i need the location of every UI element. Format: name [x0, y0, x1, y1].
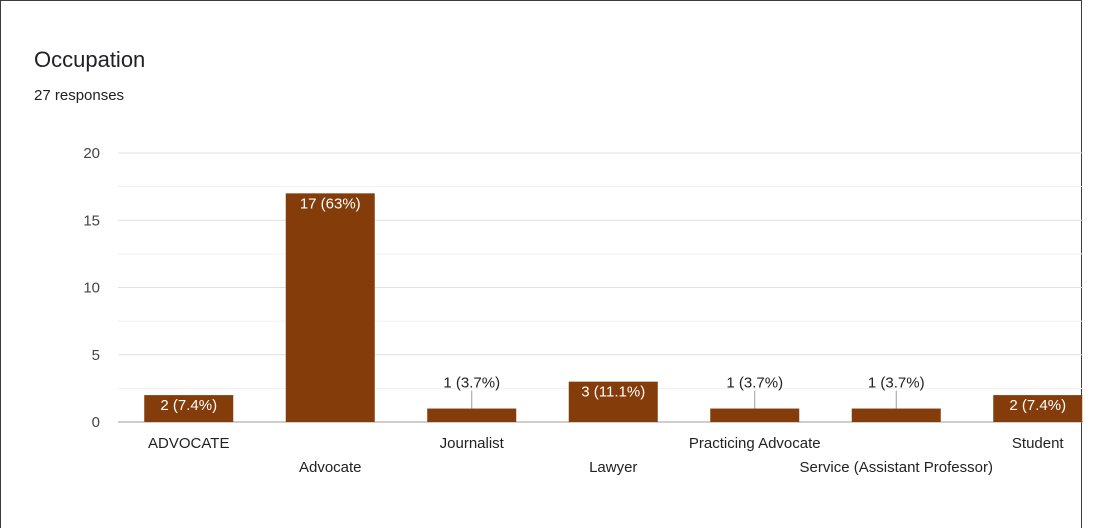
bar-data-label: 3 (11.1%): [581, 384, 645, 401]
bar-data-label: 1 (3.7%): [868, 375, 925, 392]
x-category-label: Practicing Advocate: [689, 435, 821, 452]
bar-data-label: 1 (3.7%): [726, 375, 783, 392]
y-tick-label: 10: [83, 280, 100, 297]
bar-advocate: [285, 193, 375, 422]
bar-student: [993, 395, 1083, 422]
x-category-label: ADVOCATE: [148, 435, 229, 452]
bar-advocate: [144, 395, 234, 422]
chart-title: Occupation: [34, 47, 146, 72]
y-tick-label: 15: [83, 212, 100, 229]
bar-service-assistant-professor: [851, 408, 941, 422]
x-category-label: Advocate: [299, 459, 362, 476]
bar-practicing-advocate: [710, 408, 800, 422]
x-category-label: Service (Assistant Professor): [800, 459, 993, 476]
bar-journalist: [427, 408, 517, 422]
response-count: 27 responses: [34, 87, 125, 104]
bar-data-label: 2 (7.4%): [160, 397, 217, 414]
bar-lawyer: [568, 381, 658, 422]
y-tick-label: 0: [92, 414, 100, 431]
bar-data-label: 2 (7.4%): [1009, 397, 1066, 414]
y-tick-label: 20: [83, 145, 100, 162]
x-category-label: Student: [1012, 435, 1065, 452]
y-tick-label: 5: [92, 347, 100, 364]
x-category-label: Lawyer: [589, 459, 637, 476]
x-category-label: Journalist: [440, 435, 505, 452]
bar-data-label: 17 (63%): [300, 195, 361, 212]
bar-data-label: 1 (3.7%): [443, 375, 500, 392]
